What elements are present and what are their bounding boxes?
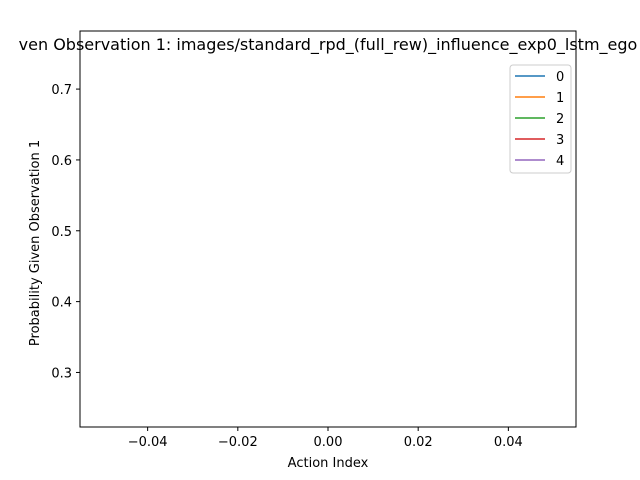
x-tick-label: 0.04 (494, 435, 523, 450)
plot-area (80, 31, 576, 427)
legend-label-1: 1 (556, 91, 564, 106)
y-tick-label: 0.7 (51, 83, 72, 98)
x-tick-label: 0.02 (404, 435, 433, 450)
y-tick-label: 0.4 (51, 296, 72, 311)
y-tick-label: 0.6 (51, 154, 72, 169)
y-tick-label: 0.5 (51, 225, 72, 240)
legend-items: 0 1 2 3 4 (515, 70, 564, 169)
y-tick-label: 0.3 (51, 366, 72, 381)
y-axis-ticks: 0.3 0.4 0.5 0.6 0.7 (51, 83, 80, 381)
legend-label-0: 0 (556, 70, 564, 85)
legend-label-4: 4 (556, 154, 564, 169)
chart-title: ven Observation 1: images/standard_rpd_(… (19, 35, 638, 55)
legend-frame (509, 64, 572, 174)
plot-frame (79, 30, 577, 428)
legend-label-3: 3 (556, 133, 564, 148)
y-axis-label: Probability Given Observation 1 (28, 140, 43, 346)
x-tick-label: −0.02 (218, 435, 258, 450)
x-axis-label: Action Index (288, 456, 369, 471)
x-tick-label: −0.04 (128, 435, 168, 450)
legend: 0 1 2 3 4 (509, 64, 572, 174)
x-axis-ticks: −0.04 −0.02 0.00 0.02 0.04 (128, 427, 523, 450)
legend-label-2: 2 (556, 112, 564, 127)
x-tick-label: 0.00 (314, 435, 343, 450)
